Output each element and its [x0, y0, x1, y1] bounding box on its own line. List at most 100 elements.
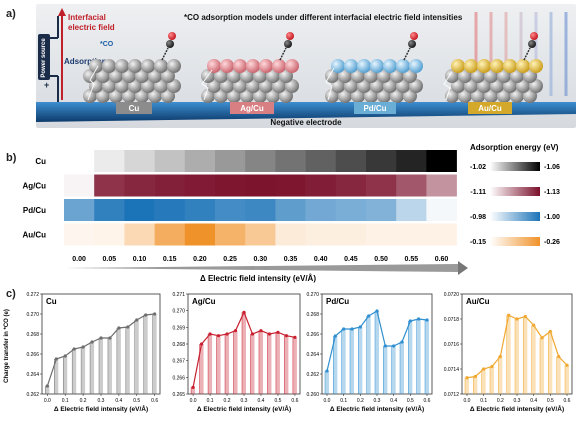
bar: [523, 316, 528, 394]
heatmap-row-label: Ag/Cu: [22, 182, 46, 191]
heatmap-row-labels: Cu Ag/Cu Pd/Cu Au/Cu: [22, 157, 46, 240]
bar: [540, 337, 544, 394]
data-point: [358, 325, 362, 329]
bar: [341, 329, 346, 394]
x-tick-label: 0.3: [514, 398, 521, 404]
heatmap-cell: [94, 150, 125, 172]
heatmap-cell: [215, 174, 246, 197]
x-tick-label: 0.5: [274, 398, 281, 404]
heatmap-cell: [245, 150, 276, 172]
y-tick-label: 0.264: [306, 352, 319, 358]
heatmap-xlabel: Δ Electric field intensity (eV/Å): [200, 274, 316, 283]
heatmap-cell: [154, 150, 186, 172]
data-point: [45, 384, 49, 388]
catlabel-pdcu: Pd/Cu: [363, 104, 386, 113]
data-point: [350, 327, 354, 331]
heatmap-cell: [426, 223, 457, 246]
catlabel-cu: Cu: [129, 104, 140, 113]
x-tick-label: 0.0: [44, 398, 51, 404]
data-point: [375, 309, 379, 313]
heatmap-cell: [124, 150, 155, 172]
bar-charts-figure: Charge transfer in *CO (e) Cu 0.262 0.264 0…: [4, 292, 573, 413]
bar: [416, 319, 421, 394]
bar: [284, 335, 289, 394]
heatmap-cell: [64, 223, 95, 246]
heatmap-x-tick: 0.50: [374, 256, 388, 263]
chart-title: Cu: [46, 297, 57, 306]
bar-chart-0: Cu 0.262 0.264 0.266 0.268 0.270 0.272 0.0 0.1 0.…: [26, 292, 161, 413]
bar: [548, 331, 553, 394]
heatmap-cell: [305, 199, 337, 221]
y-tick-label: 0.269: [172, 325, 185, 331]
heatmap-cell: [245, 223, 276, 246]
slab-atom: [516, 59, 530, 73]
data-point: [216, 334, 221, 338]
data-point: [507, 313, 511, 317]
x-tick-label: 0.4: [257, 398, 264, 404]
slab-atom: [102, 59, 116, 73]
x-tick-label: 0.6: [424, 398, 431, 404]
slab-atom: [529, 59, 543, 73]
data-point: [54, 357, 58, 361]
adsorption-scene-svg: Power source + Interfacial electric fiel…: [36, 4, 576, 128]
y-tick-label: 0.0716: [444, 342, 460, 348]
legend-min-label: -0.15: [470, 239, 486, 246]
bar: [391, 346, 396, 394]
data-point: [63, 354, 67, 358]
bar: [275, 332, 280, 394]
heatmap-cell: [426, 150, 457, 172]
heatmap-cell: [305, 150, 337, 172]
y-tick-label: 0.268: [306, 312, 319, 318]
data-point: [548, 329, 552, 334]
x-tick-label: 0.2: [224, 398, 231, 404]
x-tick-label: 0.0: [464, 398, 471, 404]
heatmap-x-tick: 0.00: [72, 256, 86, 263]
field-label-line2: electric field: [68, 23, 115, 32]
heatmap-cell: [245, 199, 276, 221]
x-tick-label: 0.2: [357, 398, 364, 404]
heatmap-cell: [215, 199, 246, 221]
bar: [233, 330, 238, 394]
slab-atom: [220, 59, 234, 73]
slab-atom: [89, 59, 103, 73]
heatmap-cell: [366, 174, 397, 197]
heatmap-cell: [64, 150, 95, 172]
bar: [375, 311, 379, 394]
data-point: [72, 347, 76, 351]
bar: [107, 338, 112, 394]
heatmap-cell: [275, 223, 306, 246]
data-point: [191, 385, 195, 389]
legend-colorbar: [490, 162, 540, 171]
data-point: [417, 317, 421, 321]
bar: [72, 349, 77, 394]
data-point: [284, 334, 289, 338]
x-tick-label: 0.3: [98, 398, 105, 404]
heatmap-cell: [215, 150, 246, 172]
slab-atom: [115, 59, 129, 73]
x-tick-label: 0.6: [151, 398, 158, 404]
bar: [258, 330, 263, 394]
legend-max-label: -0.26: [544, 239, 560, 246]
bar: [81, 347, 86, 394]
data-point: [408, 319, 412, 323]
bar: [498, 356, 503, 394]
heatmap-x-tick: 0.15: [163, 256, 177, 263]
y-tick-label: 0.272: [26, 292, 39, 298]
heatmap-x-tick: 0.20: [193, 256, 207, 263]
bar: [152, 314, 157, 394]
red-field-arrow: [58, 8, 66, 100]
bar: [63, 356, 68, 394]
power-source-icon: [38, 16, 59, 102]
heatmap-x-tick: 0.05: [102, 256, 116, 263]
chart-xlabel: Δ Electric field intensity (eV/Å): [470, 404, 564, 413]
heatmap-cell: [275, 174, 306, 197]
bar: [54, 359, 59, 394]
legend-colorbar: [490, 237, 540, 246]
heatmap-x-tick: 0.55: [404, 256, 418, 263]
x-tick-label: 0.5: [133, 398, 140, 404]
bar: [408, 321, 413, 394]
chart-xlabel: Δ Electric field intensity (eV/Å): [330, 404, 424, 413]
catlabel-agcu-bg: [230, 102, 274, 114]
y-tick-label: 0.262: [306, 372, 319, 378]
